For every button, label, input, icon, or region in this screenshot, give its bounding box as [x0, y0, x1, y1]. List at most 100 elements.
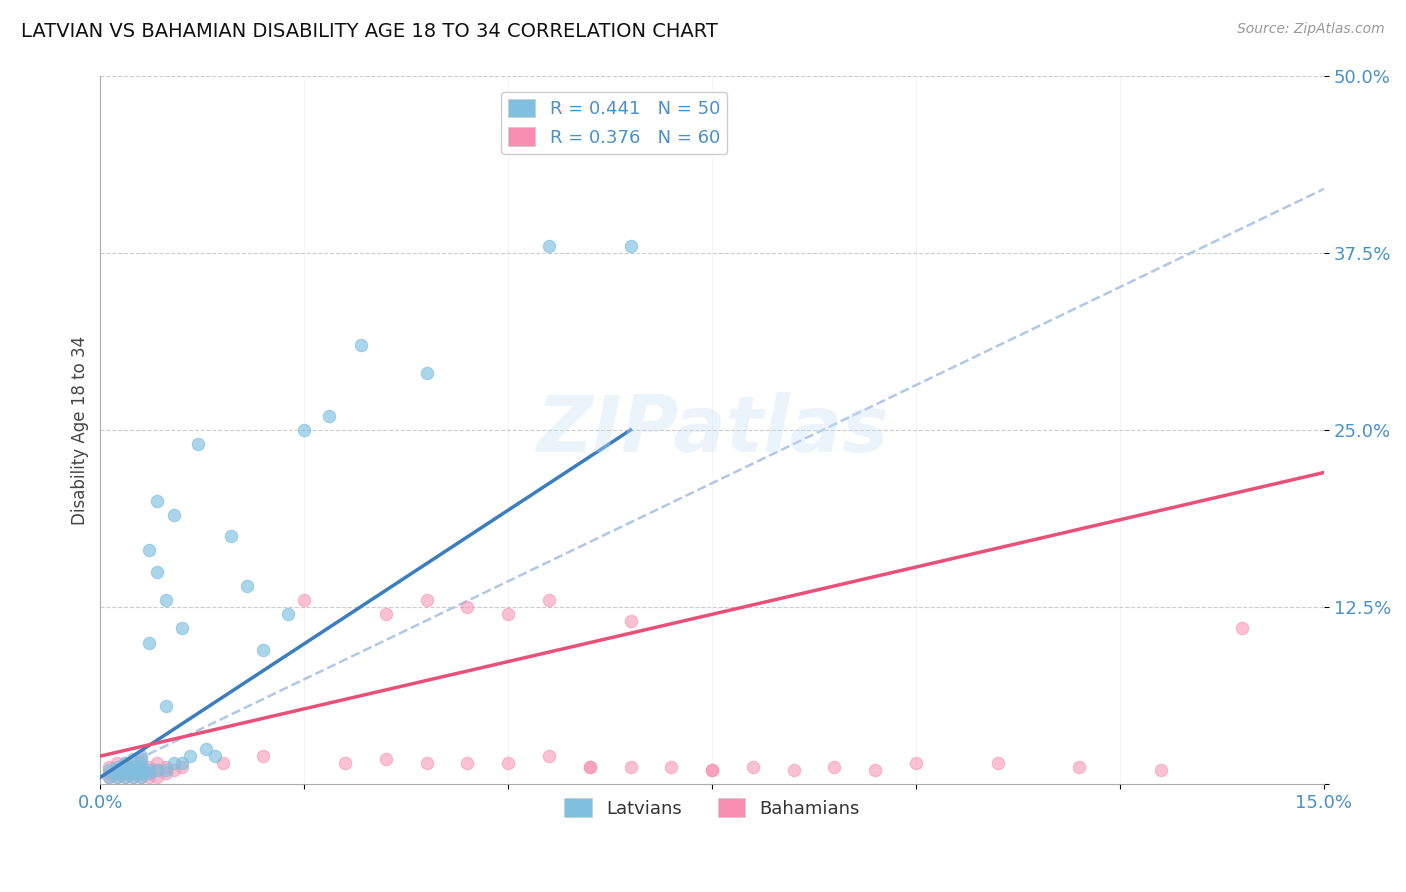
Point	[1069, 760, 1091, 774]
Point	[122, 764, 145, 778]
Point	[155, 593, 177, 607]
Point	[129, 749, 152, 764]
Point	[374, 752, 396, 766]
Point	[277, 607, 299, 622]
Point	[700, 764, 723, 778]
Point	[619, 238, 641, 252]
Point	[138, 635, 160, 649]
Point	[824, 760, 846, 774]
Point	[187, 437, 209, 451]
Point	[456, 600, 478, 615]
Point	[105, 764, 128, 778]
Point	[129, 770, 152, 784]
Point	[105, 766, 128, 780]
Point	[537, 593, 560, 607]
Point	[155, 766, 177, 780]
Point	[318, 409, 340, 423]
Point	[97, 760, 120, 774]
Point	[122, 760, 145, 774]
Point	[496, 607, 519, 622]
Text: Source: ZipAtlas.com: Source: ZipAtlas.com	[1237, 22, 1385, 37]
Point	[114, 770, 136, 784]
Point	[374, 607, 396, 622]
Point	[146, 756, 169, 771]
Point	[170, 756, 193, 771]
Point	[122, 766, 145, 780]
Point	[105, 766, 128, 780]
Point	[97, 766, 120, 780]
Point	[114, 760, 136, 774]
Point	[105, 756, 128, 771]
Y-axis label: Disability Age 18 to 34: Disability Age 18 to 34	[72, 335, 89, 524]
Point	[537, 749, 560, 764]
Point	[97, 770, 120, 784]
Point	[741, 760, 763, 774]
Point	[1232, 622, 1254, 636]
Point	[138, 766, 160, 780]
Point	[146, 764, 169, 778]
Point	[333, 756, 356, 771]
Point	[219, 529, 242, 543]
Point	[105, 764, 128, 778]
Point	[155, 760, 177, 774]
Point	[700, 764, 723, 778]
Point	[129, 752, 152, 766]
Point	[138, 770, 160, 784]
Point	[146, 494, 169, 508]
Point	[211, 756, 233, 771]
Point	[163, 764, 186, 778]
Point	[114, 756, 136, 771]
Point	[114, 770, 136, 784]
Point	[578, 760, 600, 774]
Point	[146, 565, 169, 579]
Point	[129, 770, 152, 784]
Point	[456, 756, 478, 771]
Point	[537, 238, 560, 252]
Point	[179, 749, 201, 764]
Point	[659, 760, 682, 774]
Point	[204, 749, 226, 764]
Text: ZIPatlas: ZIPatlas	[536, 392, 889, 468]
Point	[415, 756, 437, 771]
Point	[129, 766, 152, 780]
Point	[138, 760, 160, 774]
Point	[415, 366, 437, 380]
Point	[138, 766, 160, 780]
Point	[129, 760, 152, 774]
Point	[105, 770, 128, 784]
Point	[122, 752, 145, 766]
Point	[138, 543, 160, 558]
Point	[138, 764, 160, 778]
Text: LATVIAN VS BAHAMIAN DISABILITY AGE 18 TO 34 CORRELATION CHART: LATVIAN VS BAHAMIAN DISABILITY AGE 18 TO…	[21, 22, 718, 41]
Point	[195, 742, 218, 756]
Point	[163, 756, 186, 771]
Point	[114, 764, 136, 778]
Point	[619, 760, 641, 774]
Point	[129, 764, 152, 778]
Point	[122, 770, 145, 784]
Point	[987, 756, 1010, 771]
Point	[146, 770, 169, 784]
Point	[252, 642, 274, 657]
Point	[122, 770, 145, 784]
Point	[122, 764, 145, 778]
Point	[905, 756, 928, 771]
Point	[129, 766, 152, 780]
Point	[865, 764, 887, 778]
Point	[292, 423, 315, 437]
Point	[129, 764, 152, 778]
Point	[155, 764, 177, 778]
Point	[114, 760, 136, 774]
Point	[350, 338, 373, 352]
Point	[122, 756, 145, 771]
Point	[163, 508, 186, 522]
Point	[292, 593, 315, 607]
Legend: Latvians, Bahamians: Latvians, Bahamians	[557, 791, 868, 825]
Point	[122, 766, 145, 780]
Point	[105, 760, 128, 774]
Point	[252, 749, 274, 764]
Point	[146, 764, 169, 778]
Point	[114, 766, 136, 780]
Point	[155, 699, 177, 714]
Point	[97, 770, 120, 784]
